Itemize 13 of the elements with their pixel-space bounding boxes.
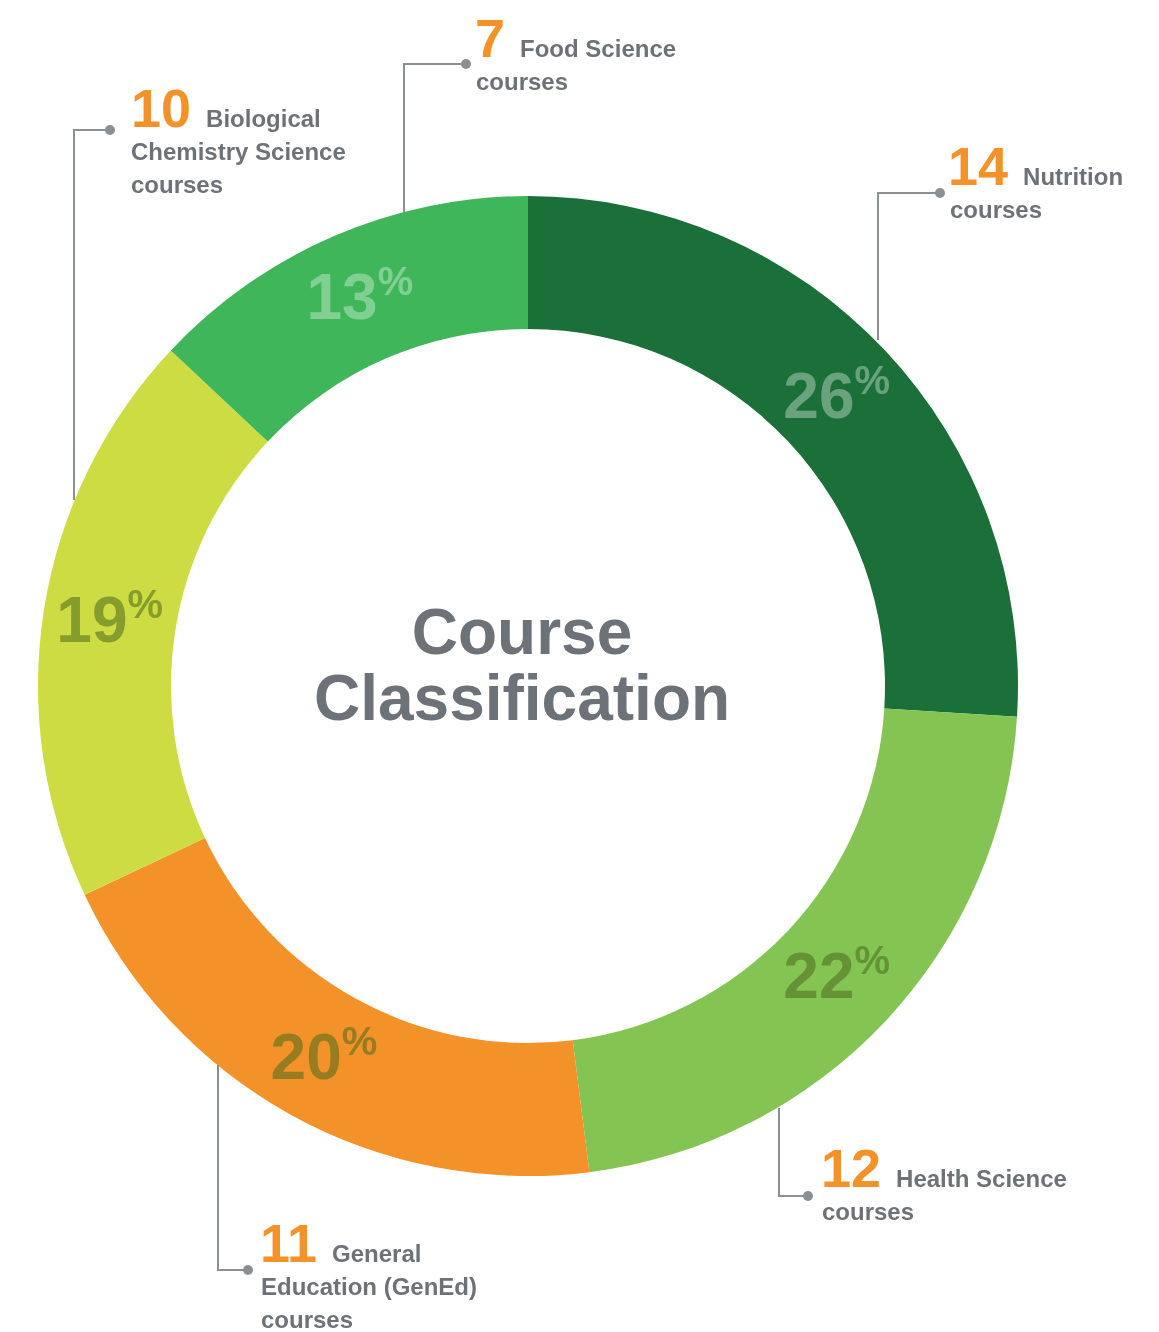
slice-label: 10 Biological Chemistry Science courses xyxy=(131,78,346,198)
data-label: 19$^{%}$ xyxy=(56,581,164,656)
data-label: 13$^{%}$ xyxy=(306,259,414,334)
slice-label: 14 Nutrition courses xyxy=(948,136,1124,223)
data-label: 20$^{%}$ xyxy=(270,1019,378,1094)
text: Course Classification xyxy=(313,596,731,734)
donut-slice xyxy=(84,838,590,1176)
donut-slice xyxy=(170,196,528,442)
donut-slice xyxy=(38,350,268,895)
slice-label: 12 Health Science courses xyxy=(821,1138,1067,1225)
slice-label: 11 General Education (GenEd) courses xyxy=(260,1213,477,1332)
slice-label: 7 Food Science courses xyxy=(475,8,677,95)
data-label: 26$^{%}$ xyxy=(783,358,891,433)
